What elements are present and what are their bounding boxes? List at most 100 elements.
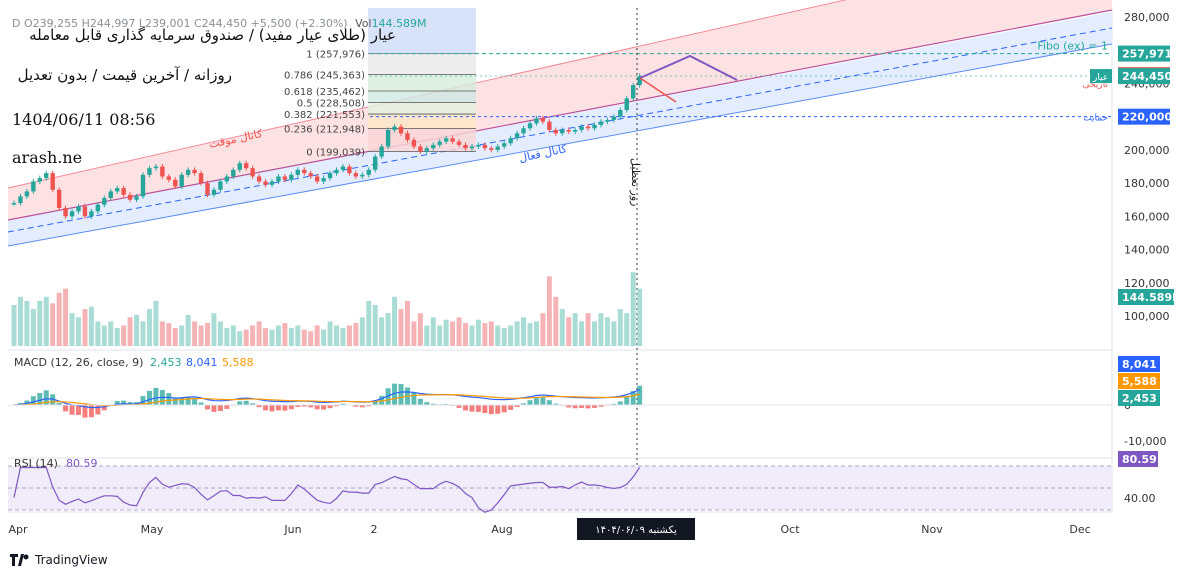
active-channel-fill (8, 12, 1112, 246)
macd-value-tag (1118, 373, 1160, 389)
macd-histogram-bar (101, 405, 107, 411)
volume-bar (637, 288, 643, 346)
volume-bar (450, 321, 456, 346)
signal-line (13, 393, 640, 407)
candle-body (37, 178, 42, 182)
candle-body (495, 146, 500, 150)
candle-body (566, 129, 571, 132)
volume-bar (205, 323, 210, 346)
candle-body (366, 169, 371, 175)
chart-subtitle: روزانه / آخرین قیمت / بدون تعدیل (17, 66, 232, 84)
macd-histogram-bar (314, 405, 320, 410)
candle-body (108, 191, 113, 199)
macd-histogram-bar (63, 405, 69, 412)
macd-histogram-bar (566, 405, 572, 408)
candle-body (405, 133, 410, 140)
macd-histogram-bar (585, 405, 591, 409)
macd-histogram-bar (527, 400, 533, 406)
candle-body (424, 148, 429, 152)
candle-body (115, 188, 120, 192)
candle-body (360, 174, 365, 177)
volume-bar (24, 300, 30, 346)
macd-histogram-bar (475, 405, 481, 412)
macd-histogram-bar (82, 405, 88, 418)
candle-body (231, 169, 236, 177)
rsi-value-tag-label: 80.59 (1122, 453, 1157, 466)
macd-histogram-bar (43, 390, 49, 406)
candle-body (89, 211, 94, 217)
macd-legend-hist: 2,453 (150, 356, 182, 369)
volume-value: 144.589M (371, 17, 427, 30)
macd-value-tag (1118, 390, 1160, 406)
macd-histogram-bar (121, 400, 127, 406)
macd-histogram-bar (217, 405, 223, 411)
macd-histogram-bar (69, 405, 75, 415)
price-axis-tick: 140,000 (1124, 244, 1170, 257)
volume-bar (185, 314, 191, 346)
candle-body (289, 174, 294, 180)
candle-body (385, 129, 391, 147)
volume-bar (392, 296, 398, 346)
volume-bar (566, 317, 572, 346)
macd-histogram-bar (630, 391, 636, 406)
price-tag-label: 244,450 (1122, 70, 1172, 83)
macd-histogram-bar (637, 385, 643, 406)
macd-histogram-bar (114, 400, 120, 406)
candle-body (147, 168, 152, 175)
volume-bar (424, 325, 430, 346)
macd-histogram-bar (521, 403, 527, 406)
price-tag-label: 220,000 (1122, 111, 1172, 124)
fib-zone (368, 128, 476, 152)
fib-zone (368, 90, 476, 103)
macd-histogram-bar (624, 396, 630, 406)
temp-channel-fill (8, 0, 1112, 220)
macd-line (13, 389, 640, 409)
volume-bar (340, 327, 346, 346)
volume-bar (101, 325, 107, 346)
volume-bar (611, 321, 617, 346)
candle-body (353, 173, 359, 177)
macd-histogram-bar (598, 405, 604, 407)
candle-body (431, 144, 436, 149)
volume-bar (88, 306, 94, 346)
macd-histogram-bar (424, 402, 430, 406)
tradingview-logo[interactable]: TradingView (10, 553, 108, 567)
volume-bar (127, 317, 133, 346)
price-tag-label: 257,971 (1122, 48, 1172, 61)
macd-histogram-bar (501, 405, 507, 413)
macd-histogram-bar (372, 401, 378, 406)
candle-body (224, 176, 230, 182)
macd-histogram-bar (463, 405, 468, 411)
macd-histogram-bar (166, 393, 172, 406)
volume-bar (288, 327, 294, 346)
volume-bar (172, 327, 178, 346)
volume-bar (501, 327, 507, 346)
fib-level-label: 0.236 (212,948) (284, 124, 365, 135)
volume-bar (69, 313, 75, 346)
macd-value-tag-label: 2,453 (1122, 392, 1157, 405)
candle-body (276, 176, 281, 182)
volume-bar (63, 288, 69, 346)
macd-histogram-bar (495, 405, 501, 414)
volume-bar (95, 321, 101, 346)
date-cursor-tag (577, 518, 695, 540)
volume-bar (108, 321, 114, 346)
candle-body (463, 144, 468, 149)
candle-body (192, 169, 197, 174)
candle-body (153, 166, 159, 169)
projection-arrow-red (639, 77, 677, 103)
volume-bar (546, 276, 552, 346)
volume-bar (237, 331, 243, 346)
candle-body (585, 126, 591, 129)
macd-legend-signal: 5,588 (222, 356, 254, 369)
tradingview-label: TradingView (35, 553, 108, 567)
rsi-line (13, 466, 641, 513)
macd-histogram-bar (192, 398, 198, 406)
candle-body (476, 144, 481, 147)
price-tag (1118, 45, 1170, 62)
macd-histogram-bar (334, 405, 339, 407)
candle-body (592, 124, 597, 129)
volume-bar (321, 329, 327, 346)
volume-bar (308, 331, 314, 346)
